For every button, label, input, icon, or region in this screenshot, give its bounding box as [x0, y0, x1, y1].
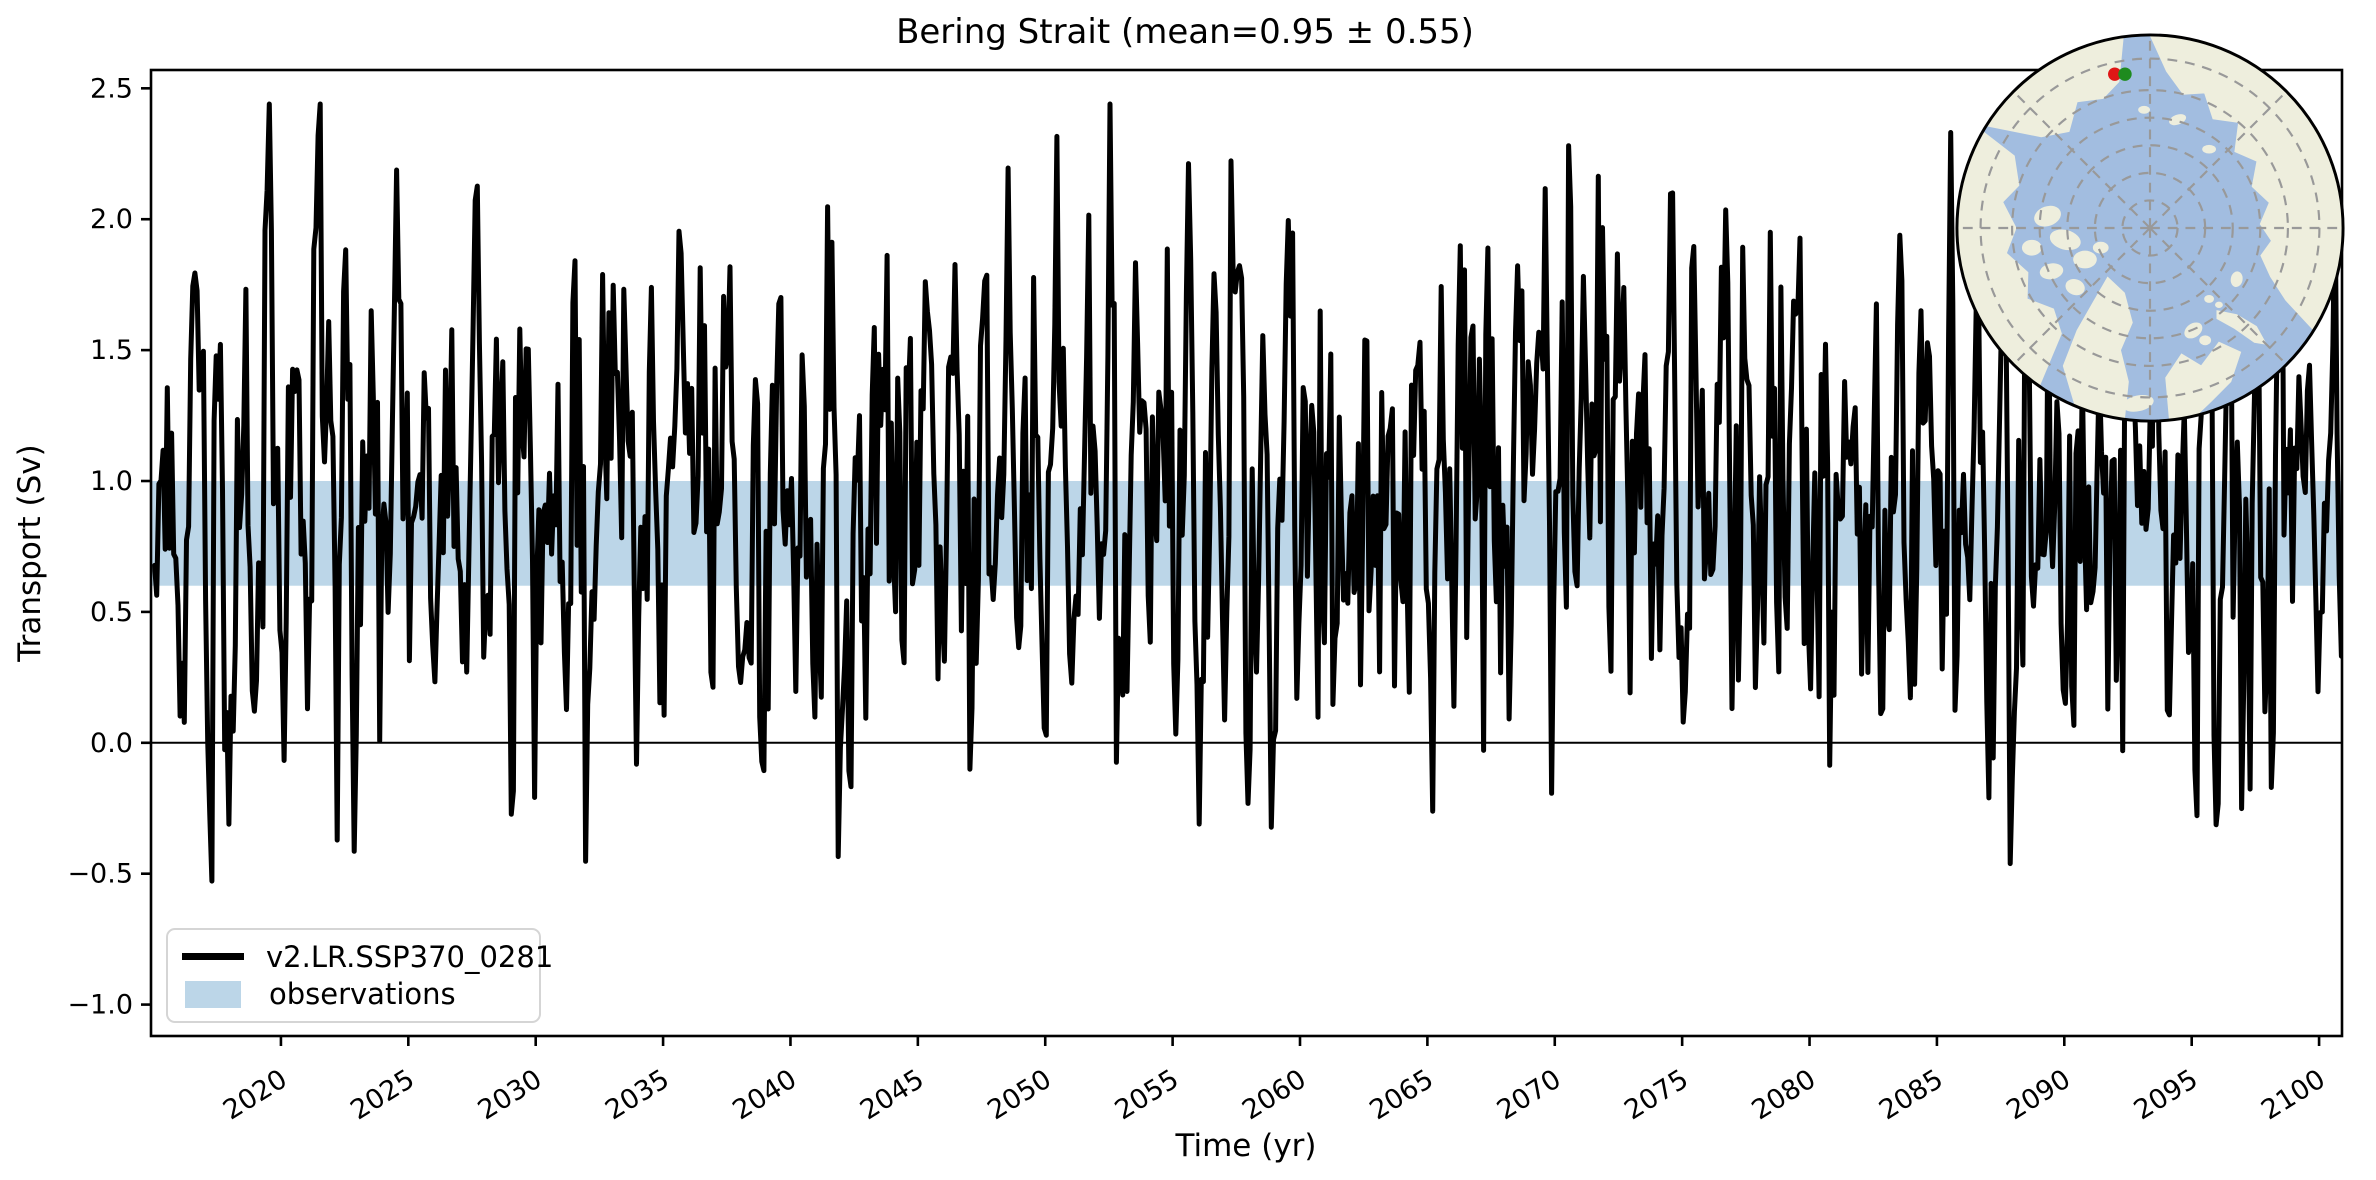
x-tick-label: 2065 [1364, 1064, 1439, 1127]
x-tick-label: 2090 [2001, 1064, 2076, 1127]
legend-item-observations: observations [182, 977, 525, 1011]
x-tick-label: 2095 [2129, 1064, 2204, 1127]
x-tick-label: 2085 [1874, 1064, 1949, 1127]
y-tick-label: 1.5 [90, 335, 133, 366]
x-tick-label: 2075 [1619, 1064, 1694, 1127]
map-strait-marker-green [2118, 67, 2132, 81]
legend-item-model: v2.LR.SSP370_0281 [182, 940, 553, 974]
map-island [2065, 278, 2085, 296]
map-graticule [1956, 34, 2344, 422]
y-tick-label: 2.0 [90, 204, 133, 235]
y-tick-label: 0.0 [90, 728, 133, 759]
x-tick-label: 2060 [1237, 1064, 1312, 1127]
map-island [2204, 294, 2215, 303]
x-tick-label: 2100 [2256, 1064, 2331, 1127]
x-tick-label: 2040 [727, 1064, 802, 1127]
y-tick-label: 2.5 [90, 73, 133, 104]
legend: v2.LR.SSP370_0281 observations [166, 928, 553, 1023]
axes-spines [149, 68, 2344, 1038]
y-tick-label: 0.5 [90, 597, 133, 628]
map-island [2049, 229, 2081, 251]
y-tick-label: 1.0 [90, 466, 133, 497]
x-tick-label: 2035 [600, 1064, 675, 1127]
x-tick-label: 2030 [473, 1064, 548, 1127]
x-tick-label: 2025 [345, 1064, 420, 1127]
map-island [2230, 271, 2243, 288]
x-tick-label: 2080 [1747, 1064, 1822, 1127]
y-tick-label: −1.0 [67, 990, 133, 1021]
map-strait-marker-red [2108, 67, 2122, 81]
x-axis-label: Time (yr) [1175, 1128, 1317, 1164]
x-tick-label: 2020 [218, 1064, 293, 1127]
map-island [2199, 335, 2212, 346]
y-tick-label: −0.5 [67, 859, 133, 890]
map-island [2073, 250, 2097, 269]
x-tick-label: 2050 [982, 1064, 1057, 1127]
legend-label-observations: observations [269, 977, 456, 1012]
y-axis-label: Transport (Sv) [12, 444, 48, 662]
x-tick-label: 2055 [1110, 1064, 1185, 1127]
map-island [2092, 241, 2109, 254]
map-island [2138, 105, 2150, 114]
legend-band-swatch [185, 980, 241, 1008]
chart-title: Bering Strait (mean=0.95 ± 0.55) [896, 12, 1474, 52]
map-island [2039, 263, 2064, 280]
legend-label-model: v2.LR.SSP370_0281 [266, 939, 554, 974]
map-border [1955, 33, 2345, 423]
legend-line-swatch [182, 953, 244, 961]
map-island [2021, 239, 2042, 256]
map-island [2215, 301, 2223, 308]
x-tick-label: 2070 [1492, 1064, 1567, 1127]
arctic-inset-map [1955, 33, 2345, 423]
map-island [2202, 144, 2216, 154]
x-tick-label: 2045 [855, 1064, 930, 1127]
map-island [2122, 394, 2154, 412]
